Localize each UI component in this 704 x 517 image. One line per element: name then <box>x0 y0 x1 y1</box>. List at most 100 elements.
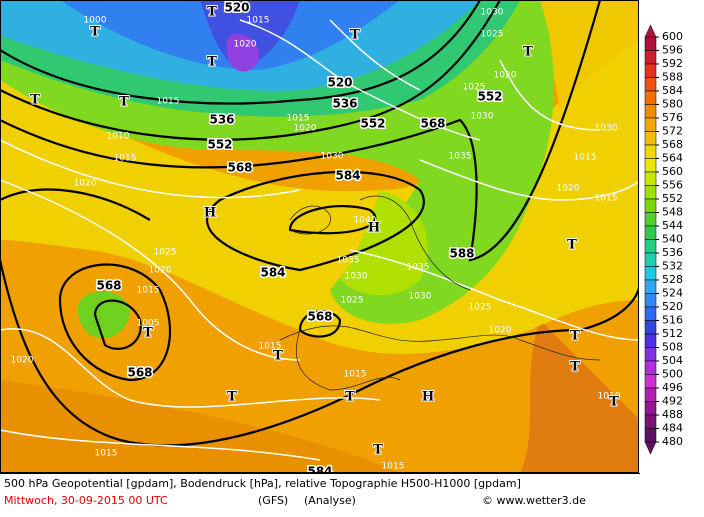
map-label: 1035 <box>449 152 472 162</box>
map-label: 1015 <box>247 16 270 26</box>
colorbar-swatch <box>644 117 657 132</box>
colorbar-label: 588 <box>662 71 683 84</box>
map: 1000T52010151020TTT10301025T102010255521… <box>1 1 638 479</box>
map-label: 588 <box>449 247 474 261</box>
colorbar-label: 576 <box>662 111 683 124</box>
map-label: 1035 <box>407 263 430 273</box>
colorbar-label: 508 <box>662 341 683 354</box>
colorbar-swatch <box>644 185 657 200</box>
colorbar-swatch <box>644 320 657 335</box>
colorbar-label: 488 <box>662 408 683 421</box>
map-label: T <box>207 5 217 20</box>
map-label: 1015 <box>595 194 618 204</box>
map-label: 1015 <box>137 286 160 296</box>
map-label: 1010 <box>107 132 130 142</box>
map-label: 1030 <box>409 292 432 302</box>
map-label: T <box>207 55 217 70</box>
colorbar-swatch <box>644 279 657 294</box>
map-label: 584 <box>307 465 332 479</box>
colorbar-label: 580 <box>662 98 683 111</box>
map-label: T <box>273 349 283 364</box>
map-label: H <box>422 390 434 405</box>
map-label: 1040 <box>354 216 377 226</box>
colorbar-swatch <box>644 171 657 186</box>
colorbar-cap <box>644 441 657 455</box>
colorbar-label: 592 <box>662 57 683 70</box>
map-label: 1025 <box>469 303 492 313</box>
map-label: 1025 <box>341 296 364 306</box>
map-label: 1015 <box>259 342 282 352</box>
colorbar-label: 556 <box>662 179 683 192</box>
credit: © www.wetter3.de <box>482 494 586 507</box>
colorbar-swatch <box>644 239 657 254</box>
colorbar-swatch <box>644 347 657 362</box>
map-label: H <box>368 221 380 236</box>
colorbar-swatch <box>644 360 657 375</box>
colorbar-label: 548 <box>662 206 683 219</box>
map-label: 1025 <box>481 30 504 40</box>
map-label: 584 <box>260 266 285 280</box>
map-label: 1020 <box>494 71 517 81</box>
colorbar-label: 500 <box>662 368 683 381</box>
colorbar-cap <box>644 24 657 38</box>
map-label: T <box>567 238 577 253</box>
colorbar-swatch <box>644 387 657 402</box>
colorbar-swatch <box>644 104 657 119</box>
map-label: 1015 <box>95 449 118 459</box>
map-label: 1005 <box>137 319 160 329</box>
colorbar-swatch <box>644 158 657 173</box>
colorbar-swatch <box>644 50 657 65</box>
colorbar-swatch <box>644 198 657 213</box>
run: (Analyse) <box>304 494 356 507</box>
map-label: 1015 <box>344 370 367 380</box>
map-label: 1015 <box>157 97 180 107</box>
map-label: 536 <box>332 97 357 111</box>
lime-zone <box>340 190 428 295</box>
colorbar-swatch <box>644 212 657 227</box>
map-labels: 1000T52010151020TTT10301025T102010255521… <box>11 1 621 479</box>
colorbar-swatch <box>644 428 657 443</box>
colorbar-swatch <box>644 414 657 429</box>
map-label: 536 <box>209 113 234 127</box>
map-label: 1000 <box>84 16 107 26</box>
map-label: 568 <box>127 366 152 380</box>
map-label: 520 <box>327 76 352 90</box>
colorbar-label: 532 <box>662 260 683 273</box>
colorbar-label: 492 <box>662 395 683 408</box>
purple-zone <box>226 34 259 72</box>
colorbar-label: 596 <box>662 44 683 57</box>
colorbar-swatch <box>644 90 657 105</box>
colorbar-swatch <box>644 77 657 92</box>
map-label: T <box>345 390 355 405</box>
colorbar-label: 584 <box>662 84 683 97</box>
map-label: 1025 <box>463 83 486 93</box>
map-label: 1020 <box>11 356 34 366</box>
caption: 500 hPa Geopotential [gpdam], Bodendruck… <box>4 477 521 490</box>
geopotential-contours <box>1 1 638 447</box>
colorbar-swatch <box>644 144 657 159</box>
map-label: 1020 <box>149 266 172 276</box>
colorbar-label: 516 <box>662 314 683 327</box>
colorbar-label: 564 <box>662 152 683 165</box>
map-label: 520 <box>224 1 249 15</box>
map-label: T <box>523 45 533 60</box>
map-label: 552 <box>207 138 232 152</box>
map-label: T <box>609 395 619 410</box>
map-label: 1030 <box>471 112 494 122</box>
warm-zone <box>1 380 398 472</box>
colorbar-swatch <box>644 374 657 389</box>
colorbar-label: 560 <box>662 165 683 178</box>
pressure-contours <box>1 19 638 461</box>
map-label: T <box>30 93 40 108</box>
colorbar-swatch <box>644 131 657 146</box>
colorbar-label: 504 <box>662 354 683 367</box>
map-label: 1015 <box>114 154 137 164</box>
map-label: 1030 <box>595 124 618 134</box>
colorbar-label: 552 <box>662 192 683 205</box>
map-label: 1015 <box>574 153 597 163</box>
colorbar-swatch <box>644 36 657 51</box>
map-label: T <box>143 326 153 341</box>
map-label: 1020 <box>557 184 580 194</box>
colorbar-label: 540 <box>662 233 683 246</box>
